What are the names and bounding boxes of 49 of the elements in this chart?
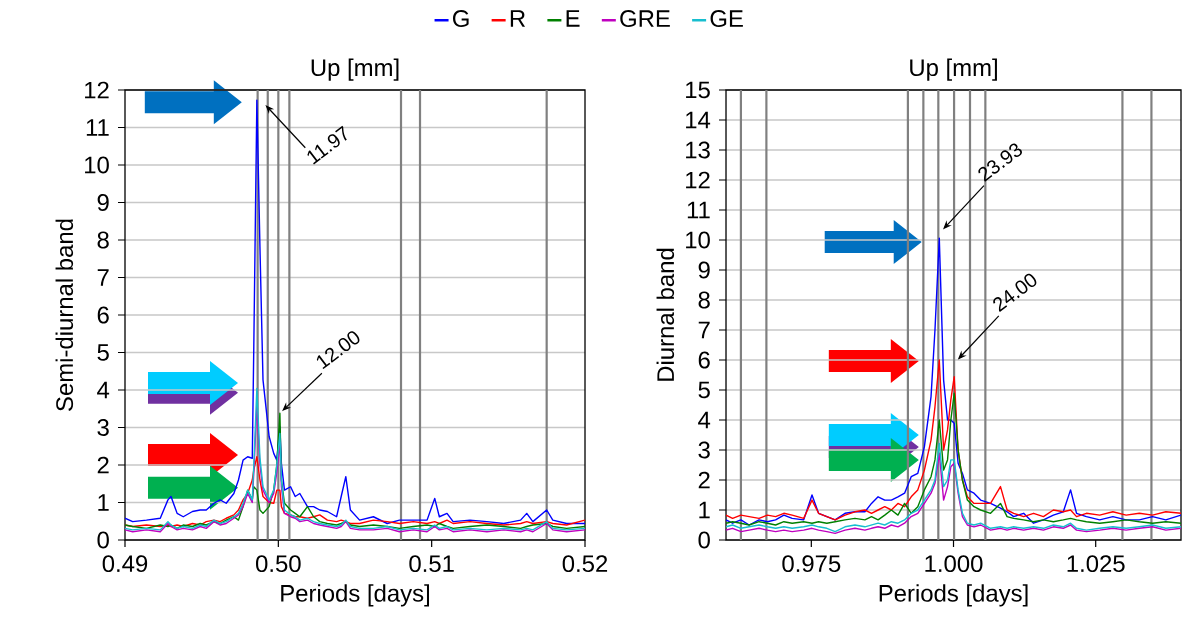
legend-label: R xyxy=(510,10,526,27)
line-series xyxy=(726,237,1182,526)
y-axis-title: Semi-diurnal band xyxy=(55,219,74,411)
legend-label: GRE xyxy=(620,10,670,28)
y-tick-label: 4 xyxy=(698,411,711,429)
line-series xyxy=(726,392,1182,526)
y-tick-label: 0 xyxy=(97,531,109,549)
y-tick-label: 5 xyxy=(698,381,710,399)
y-tick-label: 3 xyxy=(97,419,109,436)
y-tick-label: 8 xyxy=(698,291,710,309)
y-tick-label: 9 xyxy=(698,261,710,279)
y-tick-label: 11 xyxy=(86,119,109,136)
chart-title: Up [mm] xyxy=(311,58,399,81)
y-tick-label: 10 xyxy=(686,231,710,249)
y-tick-label: 10 xyxy=(85,156,109,174)
y-tick-label: 1 xyxy=(98,494,109,511)
legend-label: G xyxy=(453,10,469,28)
y-tick-label: 13 xyxy=(686,141,710,159)
x-axis-title: Periods [days] xyxy=(281,584,430,607)
y-tick-label: 12 xyxy=(686,171,710,189)
x-tick-label: 0.975 xyxy=(782,555,841,573)
y-tick-label: 5 xyxy=(97,344,109,361)
y-tick-label: 7 xyxy=(698,321,710,339)
x-tick-label: 0.52 xyxy=(562,555,608,573)
y-tick-label: 7 xyxy=(97,269,109,286)
legend-label: GE xyxy=(710,10,743,28)
y-tick-label: 2 xyxy=(698,471,710,489)
y-tick-label: 6 xyxy=(97,306,109,324)
x-tick-label: 0.50 xyxy=(256,555,301,573)
y-tick-label: 9 xyxy=(97,194,109,211)
x-tick-label: 0.49 xyxy=(102,555,148,573)
y-axis-title: Diurnal band xyxy=(656,248,675,381)
legend-label: E xyxy=(566,10,580,27)
chart-title: Up [mm] xyxy=(910,58,997,81)
y-tick-label: 1 xyxy=(699,501,710,519)
y-tick-label: 4 xyxy=(97,381,110,399)
y-tick-label: 15 xyxy=(686,81,710,99)
y-tick-label: 3 xyxy=(698,441,710,459)
y-tick-label: 6 xyxy=(698,351,710,369)
y-tick-label: 2 xyxy=(97,456,109,474)
x-axis-title: Periods [days] xyxy=(879,584,1028,607)
y-tick-label: 12 xyxy=(85,81,109,99)
y-tick-label: 14 xyxy=(686,111,711,129)
x-tick-label: 1.000 xyxy=(925,555,983,573)
y-tick-label: 11 xyxy=(687,201,710,219)
y-tick-label: 8 xyxy=(97,231,109,249)
x-tick-label: 0.51 xyxy=(409,555,454,573)
y-tick-label: 0 xyxy=(698,531,710,549)
x-tick-label: 1.025 xyxy=(1067,555,1125,573)
